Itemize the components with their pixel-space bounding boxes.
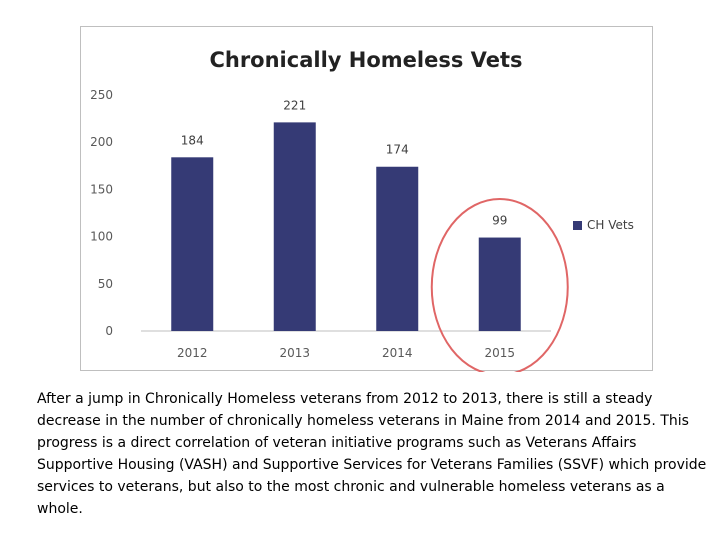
bars-group (171, 122, 521, 331)
y-tick-label: 250 (90, 88, 113, 102)
data-labels-group: 184 221 174 99 (181, 98, 508, 227)
bar-2014 (376, 166, 419, 331)
bar-2013 (273, 122, 316, 331)
chart-frame: Chronically Homeless Vets 0 50 100 150 200 25… (80, 26, 653, 372)
y-tick-label: 150 (90, 182, 113, 196)
data-label-2013: 221 (283, 98, 306, 112)
y-tick-label: 50 (98, 277, 113, 291)
data-label-2012: 184 (181, 133, 204, 147)
caption-text: After a jump in Chronically Homeless vet… (37, 391, 707, 517)
y-tick-label: 0 (105, 324, 113, 338)
x-tick-label: 2012 (177, 346, 208, 360)
data-label-2015: 99 (492, 214, 507, 228)
y-axis: 0 50 100 150 200 250 (90, 88, 113, 338)
bar-2015 (478, 237, 521, 331)
chart-title: Chronically Homeless Vets (209, 48, 522, 72)
x-tick-label: 2015 (484, 346, 515, 360)
x-tick-label: 2014 (382, 346, 413, 360)
y-tick-label: 100 (90, 230, 113, 244)
data-label-2014: 174 (386, 143, 409, 157)
bar-2012 (171, 157, 214, 331)
legend-swatch (573, 221, 582, 230)
y-tick-label: 200 (90, 135, 113, 149)
legend: CH Vets (573, 218, 634, 232)
x-tick-label: 2013 (279, 346, 310, 360)
bar-chart: Chronically Homeless Vets 0 50 100 150 200 25… (90, 48, 634, 372)
x-axis: 2012 2013 2014 2015 (177, 346, 515, 360)
legend-label: CH Vets (587, 218, 634, 232)
highlight-ellipse (430, 198, 569, 372)
